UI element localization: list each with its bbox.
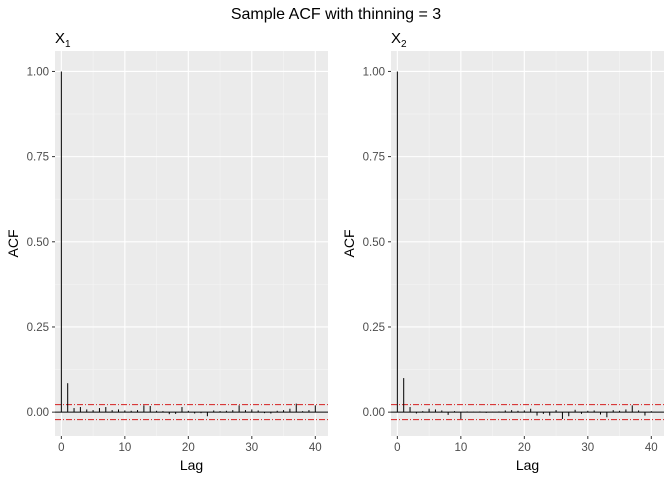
y-tick-label: 0.75 xyxy=(27,152,49,164)
panel-title: X xyxy=(391,30,401,47)
panel-title-subscript: 1 xyxy=(65,39,71,50)
plot-background xyxy=(391,51,664,436)
panel-x1: 0.00 0.25 0.50 0.75 1.00 0 10 20 30 40 Lag ACF X 1 xyxy=(5,30,328,473)
y-tick-label: 0.75 xyxy=(363,152,385,164)
y-tick-label: 1.00 xyxy=(363,66,385,78)
x-tick-label: 0 xyxy=(394,442,400,454)
y-axis-title: ACF xyxy=(5,230,21,258)
x-tick-label: 10 xyxy=(118,442,131,454)
figure-title: Sample ACF with thinning = 3 xyxy=(231,6,441,23)
x-tick-label: 10 xyxy=(454,442,467,454)
y-tick-label: 0.25 xyxy=(27,322,49,334)
y-tick-label: 0.00 xyxy=(27,407,49,419)
x-axis-title: Lag xyxy=(180,457,203,473)
y-axis-title: ACF xyxy=(341,230,357,258)
panel-title: X xyxy=(55,30,65,47)
x-tick-label: 40 xyxy=(309,442,322,454)
y-tick-label: 1.00 xyxy=(27,66,49,78)
panel-title-subscript: 2 xyxy=(401,39,407,50)
panel-x2: 0.00 0.25 0.50 0.75 1.00 0 10 20 30 40 Lag ACF X 2 xyxy=(341,30,664,473)
y-tick-label: 0.00 xyxy=(363,407,385,419)
x-axis-title: Lag xyxy=(516,457,539,473)
plot-background xyxy=(55,51,328,436)
y-tick-label: 0.50 xyxy=(363,237,385,249)
x-tick-label: 30 xyxy=(581,442,594,454)
x-tick-label: 0 xyxy=(58,442,64,454)
x-tick-label: 30 xyxy=(245,442,258,454)
x-tick-label: 40 xyxy=(645,442,658,454)
x-tick-label: 20 xyxy=(518,442,531,454)
y-tick-label: 0.25 xyxy=(363,322,385,334)
y-tick-label: 0.50 xyxy=(27,237,49,249)
x-tick-label: 20 xyxy=(182,442,195,454)
